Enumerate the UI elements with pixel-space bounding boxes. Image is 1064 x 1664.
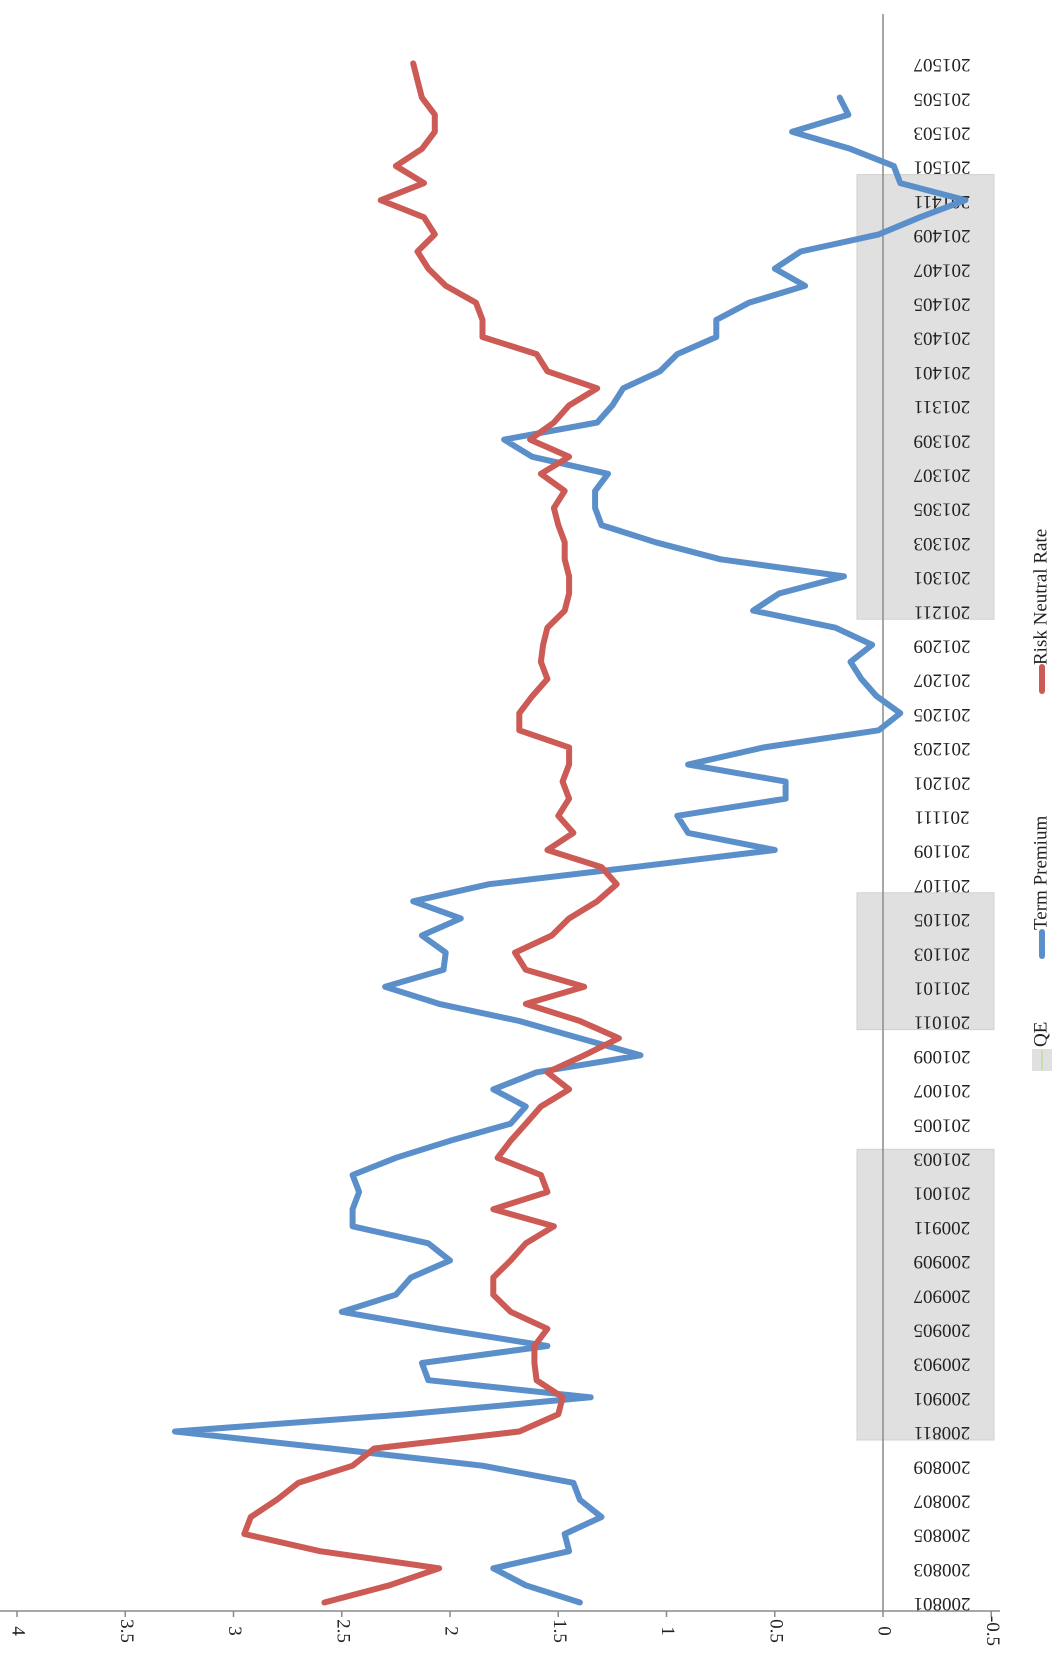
value-tick-label: 0 xyxy=(874,1626,895,1636)
date-tick-label: 200803 xyxy=(914,1559,971,1580)
value-tick-label: 2 xyxy=(441,1626,462,1636)
date-tick-label: 201101 xyxy=(914,977,970,998)
value-tick-label: 3 xyxy=(224,1626,245,1636)
value-tick-label: 1.5 xyxy=(549,1619,570,1643)
series-layer xyxy=(172,60,969,1606)
date-tick-label: 200805 xyxy=(914,1525,971,1546)
date-tick-label: 201009 xyxy=(914,1046,971,1067)
date-tick-label: 200811 xyxy=(914,1422,970,1443)
date-tick-label: 200909 xyxy=(914,1251,971,1272)
value-tick-label: 4 xyxy=(8,1626,29,1636)
legend: QE Term Premium Risk Neutral Rate xyxy=(1030,529,1052,1071)
date-tick-label: 200903 xyxy=(914,1354,971,1375)
date-tick-label: 201409 xyxy=(914,225,971,246)
value-tick-label: 1 xyxy=(657,1626,678,1636)
qe-regions xyxy=(856,174,995,1441)
date-tick-label: 201107 xyxy=(914,875,970,896)
date-tick-label: 201005 xyxy=(914,1114,971,1135)
date-tick-label: 201211 xyxy=(914,601,970,622)
date-tick-label: 201003 xyxy=(914,1148,971,1169)
series-line-risk-neutral-rate xyxy=(241,60,622,1606)
qe-region xyxy=(856,892,995,1031)
date-tick-label: 201201 xyxy=(914,772,971,793)
date-tick-label: 201103 xyxy=(914,943,970,964)
date-tick-label: 201203 xyxy=(914,738,971,759)
date-tick-label: 200809 xyxy=(914,1456,971,1477)
date-tick-label: 201205 xyxy=(914,704,971,725)
date-tick-label: 201307 xyxy=(914,464,971,485)
date-tick-label: 201109 xyxy=(914,841,970,862)
date-tick-label: 200907 xyxy=(914,1285,971,1306)
series-line-term-premium xyxy=(172,94,969,1606)
date-tick-label: 201111 xyxy=(915,806,970,827)
value-tick-label: -0.5 xyxy=(982,1616,1003,1646)
date-tick-label: 201311 xyxy=(914,396,970,417)
value-tick-label: 2.5 xyxy=(332,1619,353,1643)
date-tick-label: 201011 xyxy=(914,1012,970,1033)
date-tick-label: 201501 xyxy=(914,157,971,178)
value-axis: 4 3.5 3 2.5 2 1.5 1 0.5 0 -0.5 xyxy=(8,1611,1003,1646)
legend-label: Term Premium xyxy=(1030,816,1051,930)
date-tick-label: 201301 xyxy=(914,567,971,588)
date-tick-label: 201105 xyxy=(914,909,970,930)
date-tick-label: 201209 xyxy=(914,635,971,656)
date-tick-label: 201207 xyxy=(914,670,971,691)
date-tick-label: 201305 xyxy=(914,499,971,520)
zero-line-layer xyxy=(0,14,1000,1612)
date-tick-label: 201403 xyxy=(914,328,971,349)
qe-region xyxy=(856,1148,995,1441)
date-tick-label: 201401 xyxy=(914,362,971,383)
date-tick-label: 200901 xyxy=(914,1388,971,1409)
date-tick-label: 201505 xyxy=(914,88,971,109)
date-tick-label: 201001 xyxy=(914,1183,971,1204)
date-tick-label: 200807 xyxy=(914,1490,971,1511)
legend-label: QE xyxy=(1030,1022,1051,1047)
value-tick-label: 0.5 xyxy=(765,1619,786,1643)
date-tick-label: 201507 xyxy=(914,54,971,75)
date-tick-label: 201407 xyxy=(914,259,971,280)
date-tick-label: 201309 xyxy=(914,430,971,451)
date-tick-label: 201303 xyxy=(914,533,971,554)
qe-region xyxy=(856,174,995,620)
date-tick-label: 201503 xyxy=(914,122,971,143)
date-tick-label: 200905 xyxy=(914,1319,971,1340)
date-tick-label: 200911 xyxy=(914,1217,970,1238)
date-tick-label: 201007 xyxy=(914,1080,971,1101)
legend-label: Risk Neutral Rate xyxy=(1030,529,1051,665)
date-tick-label: 200801 xyxy=(914,1593,971,1614)
value-tick-label: 3.5 xyxy=(116,1619,137,1643)
date-tick-label: 201405 xyxy=(914,293,971,314)
